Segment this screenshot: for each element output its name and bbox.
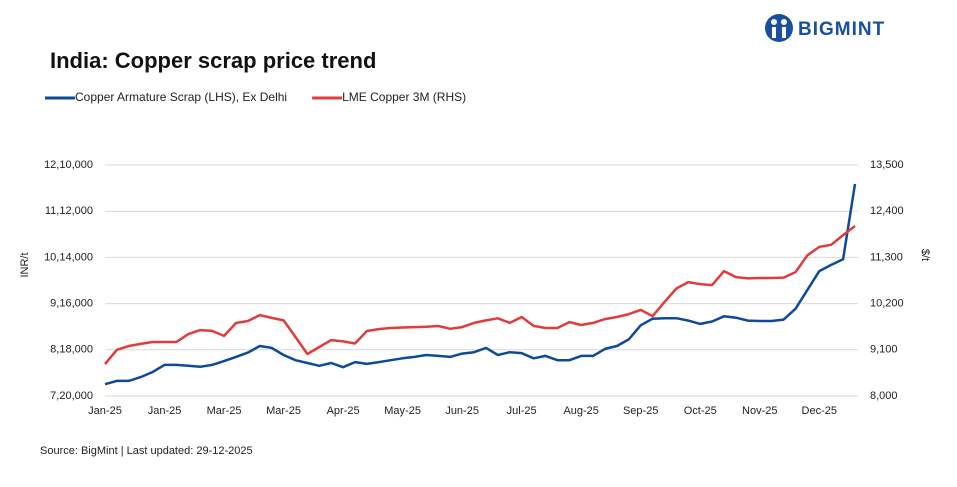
y2-tick-label: 12,400 xyxy=(870,205,904,217)
x-tick-label: Jul-25 xyxy=(507,405,537,417)
x-tick-label: Mar-25 xyxy=(207,405,242,417)
y-tick-label: 11,12,000 xyxy=(45,205,93,217)
logo: BIGMINT xyxy=(765,14,885,42)
y-axis-label: INR/t xyxy=(19,252,31,277)
x-tick-label: Dec-25 xyxy=(802,405,837,417)
y2-axis-label: $/t xyxy=(919,249,931,261)
x-tick-label: May-25 xyxy=(384,405,421,417)
x-tick-label: Aug-25 xyxy=(563,405,598,417)
y-tick-label: 10,14,000 xyxy=(44,251,93,263)
y2-tick-label: 8,000 xyxy=(870,390,898,402)
y-tick-label: 12,10,000 xyxy=(44,159,93,171)
x-tick-label: Jan-25 xyxy=(88,405,122,417)
x-tick-label: Apr-25 xyxy=(327,405,360,417)
x-tick-label: Oct-25 xyxy=(684,405,717,417)
y-tick-label: 8,18,000 xyxy=(50,344,93,356)
logo-icon xyxy=(765,14,793,42)
logo-text: BIGMINT xyxy=(798,19,885,40)
x-tick-label: Jun-25 xyxy=(445,405,479,417)
legend-label: Copper Armature Scrap (LHS), Ex Delhi xyxy=(75,90,287,104)
y2-tick-label: 11,300 xyxy=(870,251,903,263)
y2-tick-label: 13,500 xyxy=(870,159,904,171)
x-tick-label: Nov-25 xyxy=(742,405,777,417)
x-tick-label: Sep-25 xyxy=(623,405,658,417)
y2-tick-label: 9,100 xyxy=(870,344,898,356)
x-tick-label: Mar-25 xyxy=(266,405,301,417)
x-tick-label: Jan-25 xyxy=(148,405,182,417)
y-tick-label: 7,20,000 xyxy=(50,390,93,402)
y2-tick-label: 10,200 xyxy=(870,298,904,310)
y-tick-label: 9,16,000 xyxy=(50,298,93,310)
series-line xyxy=(104,183,857,386)
series-line xyxy=(104,225,856,365)
source: Source: BigMint | Last updated: 29-12-20… xyxy=(40,445,253,457)
legend-label: LME Copper 3M (RHS) xyxy=(342,90,466,104)
chart-title: India: Copper scrap price trend xyxy=(50,48,376,73)
